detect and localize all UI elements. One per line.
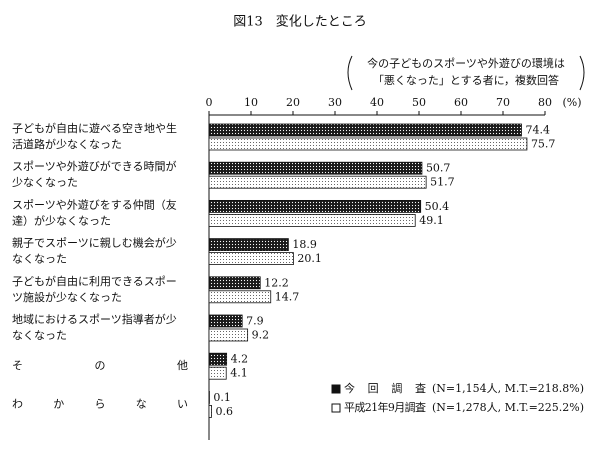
x-tick-label: 30: [328, 96, 342, 109]
value-label: 75.7: [531, 138, 556, 151]
category-label: ツ施設が少なくなった: [12, 290, 122, 304]
bar: [209, 291, 271, 303]
value-label: 4.1: [230, 367, 248, 380]
bar: [209, 405, 212, 417]
value-label: 74.4: [525, 124, 550, 137]
value-label: 12.2: [264, 276, 289, 289]
legend-swatch: [332, 385, 340, 393]
category-label: なくなった: [12, 329, 67, 342]
value-label: 18.9: [292, 238, 317, 251]
category-label: なくなった: [12, 253, 67, 266]
bar: [209, 200, 421, 212]
category-label: わからない: [12, 397, 188, 410]
category-label: スポーツや外遊びをする仲間（友: [12, 197, 177, 211]
unit-label: (%): [562, 96, 581, 109]
bar: [209, 329, 248, 341]
bar: [209, 277, 260, 289]
category-label: 親子でスポーツに親しむ機会が少: [12, 236, 177, 250]
bar: [209, 214, 415, 226]
x-tick-label: 40: [370, 96, 384, 109]
bar: [209, 176, 426, 188]
x-tick-label: 20: [286, 96, 300, 109]
subtitle: 「悪くなった」とする者に，複数回答: [373, 73, 559, 87]
bar: [209, 239, 288, 251]
x-tick-label: 0: [206, 96, 213, 109]
category-label: 活道路が少なくなった: [12, 137, 122, 151]
value-label: 50.4: [425, 200, 450, 213]
bar: [209, 162, 422, 174]
x-tick-label: 60: [454, 96, 468, 109]
legend-note: (N=1,278人, M.T.=225.2%): [432, 401, 584, 414]
legend-label: 今回調査: [344, 381, 426, 395]
x-tick-label: 50: [412, 96, 426, 109]
bar: [209, 353, 227, 365]
legend-swatch: [332, 404, 340, 412]
value-label: 0.1: [213, 391, 231, 404]
chart-title: 図13 変化したところ: [233, 14, 367, 30]
value-label: 14.7: [275, 290, 300, 303]
value-label: 20.1: [297, 252, 322, 265]
legend-note: (N=1,154人, M.T.=218.8%): [432, 382, 584, 395]
bar: [209, 253, 293, 265]
bar: [209, 315, 242, 327]
value-label: 7.9: [246, 315, 264, 328]
x-tick-label: 70: [496, 96, 510, 109]
subtitle: 今の子どものスポーツや外遊びの環境は: [367, 56, 565, 70]
value-label: 51.7: [430, 176, 455, 189]
legend-label: 平成21年9月調査: [344, 400, 426, 414]
category-label: スポーツや外遊びができる時間が: [12, 159, 177, 173]
value-label: 9.2: [252, 329, 270, 342]
category-label: 少なくなった: [12, 176, 78, 189]
bar: [209, 367, 226, 379]
category-label: 子どもが自由に利用できるスポー: [12, 274, 177, 288]
category-label: 子どもが自由に遊べる空き地や生: [12, 121, 177, 135]
x-tick-label: 80: [538, 96, 552, 109]
category-label: 地域におけるスポーツ指導者が少: [12, 312, 177, 326]
category-label: 達）が少なくなった: [12, 213, 111, 227]
bar: [209, 138, 527, 150]
value-label: 0.6: [216, 405, 234, 418]
x-tick-label: 10: [244, 96, 258, 109]
bar: [209, 124, 521, 136]
value-label: 50.7: [426, 162, 451, 175]
value-label: 4.2: [231, 353, 249, 366]
value-label: 49.1: [419, 214, 444, 227]
category-label: その他: [12, 359, 188, 372]
